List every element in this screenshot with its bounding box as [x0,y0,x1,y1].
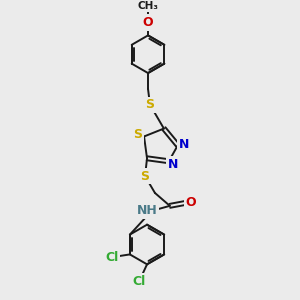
Text: S: S [146,98,154,111]
Text: CH₃: CH₃ [137,1,158,11]
Text: O: O [143,16,153,29]
Text: O: O [185,196,196,209]
Text: NH: NH [137,204,158,217]
Text: N: N [168,158,178,171]
Text: S: S [140,169,149,183]
Text: N: N [178,138,189,151]
Text: S: S [134,128,142,141]
Text: Cl: Cl [133,275,146,288]
Text: Cl: Cl [105,251,119,264]
